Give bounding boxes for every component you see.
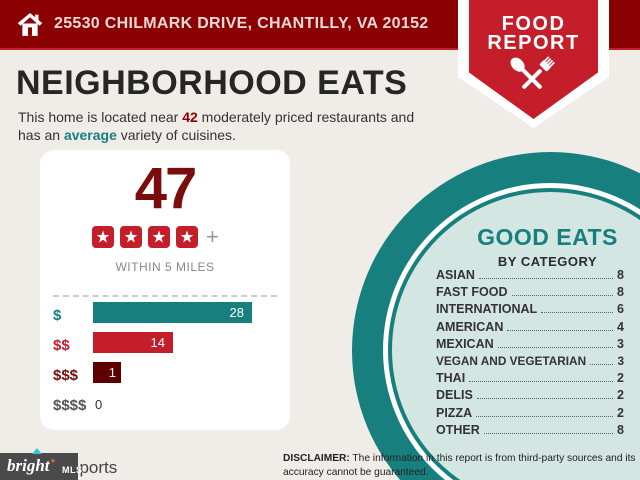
svg-text:+: + <box>206 226 219 249</box>
